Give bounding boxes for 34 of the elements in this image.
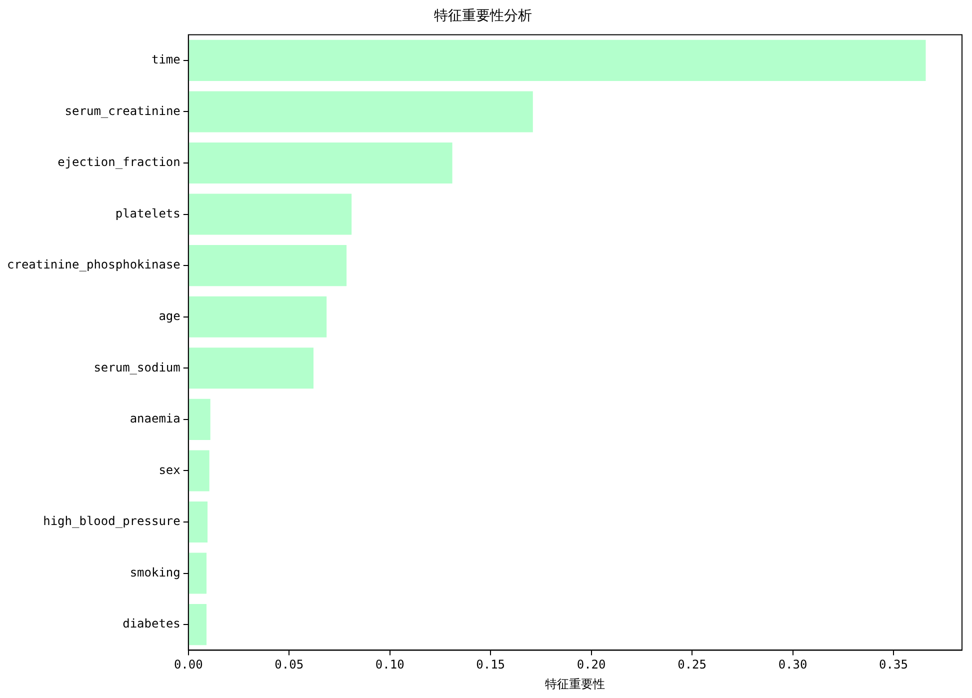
bar — [188, 604, 207, 646]
bar — [188, 501, 208, 543]
bar — [188, 91, 533, 132]
y-tick-label: time — [151, 52, 180, 67]
y-tick-label: anaemia — [130, 412, 180, 426]
x-tick-label: 0.15 — [476, 658, 506, 672]
x-tick-label: 0.10 — [375, 658, 404, 672]
y-tick-label: serum_sodium — [94, 360, 180, 374]
x-tick-label: 0.00 — [174, 658, 203, 672]
x-tick-label: 0.25 — [678, 658, 706, 672]
y-tick-label: high_blood_pressure — [43, 514, 180, 528]
y-tick-label: diabetes — [122, 616, 180, 631]
x-axis-title: 特征重要性 — [545, 676, 606, 691]
y-tick-label: ejection_fraction — [58, 155, 180, 170]
y-tick-label: platelets — [115, 206, 180, 220]
bar — [188, 398, 210, 440]
bar — [188, 296, 327, 338]
x-tick-label: 0.20 — [576, 658, 606, 672]
bar — [188, 245, 347, 286]
y-tick-label: serum_creatinine — [64, 104, 180, 118]
x-tick-label: 0.35 — [879, 658, 908, 672]
y-tick-label: sex — [158, 462, 180, 477]
y-tick-label: creatinine_phosphokinase — [7, 258, 180, 272]
bar — [188, 552, 207, 594]
bar — [188, 450, 210, 492]
chart-title: 特征重要性分析 — [434, 8, 532, 24]
bar — [188, 142, 452, 184]
bar — [188, 40, 926, 81]
x-tick-label: 0.05 — [274, 658, 304, 672]
bar — [188, 348, 314, 389]
y-tick-label: smoking — [130, 565, 180, 580]
bar — [188, 194, 352, 235]
y-tick-label: age — [158, 308, 180, 323]
x-tick-label: 0.30 — [778, 658, 808, 672]
